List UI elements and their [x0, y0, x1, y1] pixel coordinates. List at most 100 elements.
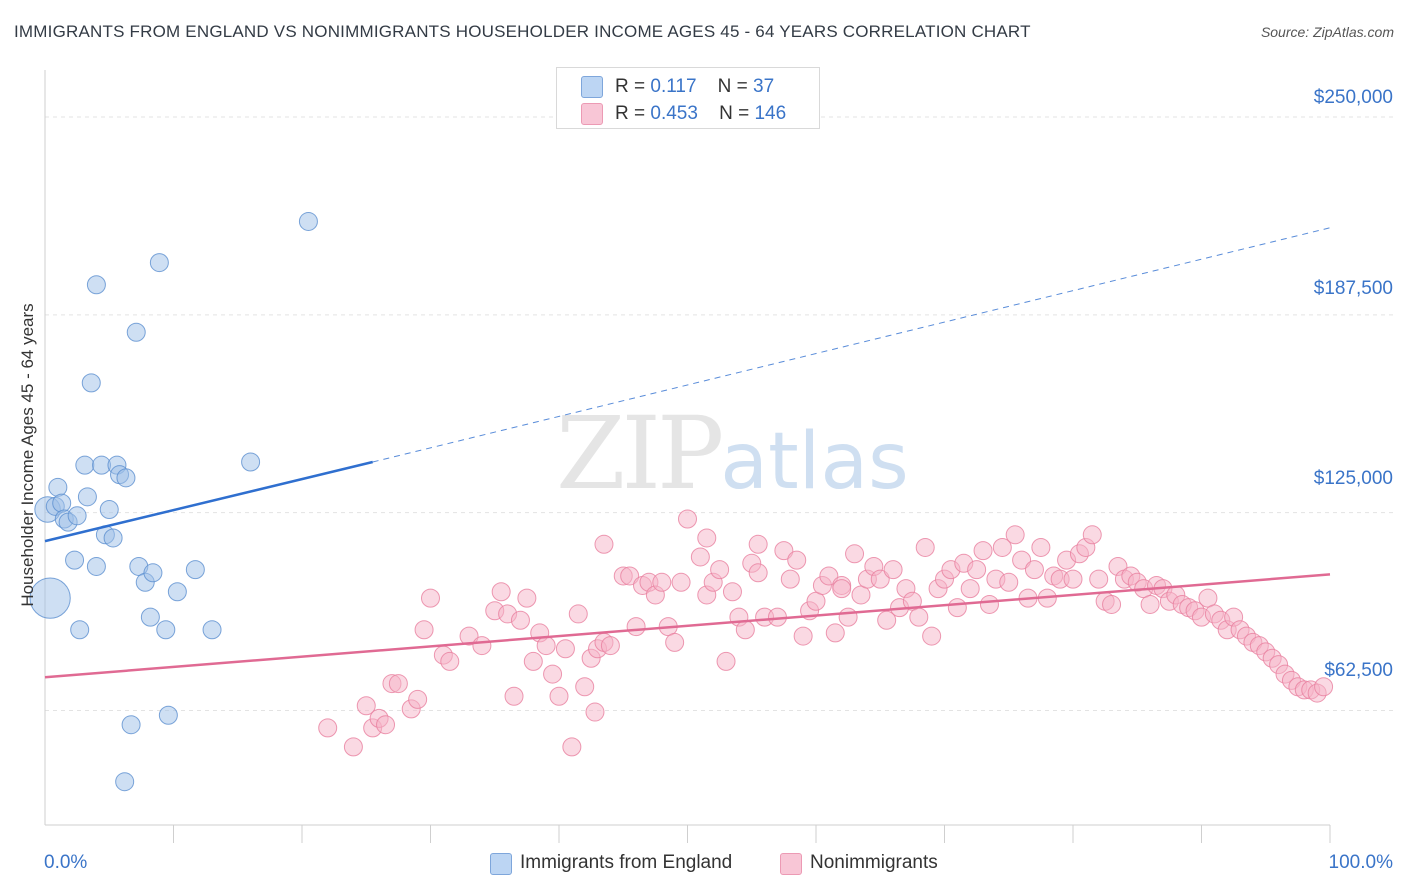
- nonimmigrant-point: [388, 674, 408, 694]
- england-point: [52, 493, 72, 513]
- y-axis-title: Householder Income Ages 45 - 64 years: [18, 303, 37, 607]
- england-point: [77, 487, 97, 507]
- england-point: [70, 620, 90, 640]
- nonimmigrant-point: [652, 572, 672, 592]
- nonimmigrant-point: [1089, 569, 1109, 589]
- nonimmigrant-point: [967, 560, 987, 580]
- england-point: [202, 620, 222, 640]
- nonimmigrant-point: [1005, 525, 1025, 545]
- legend-swatch-nonimmigrants: [780, 853, 802, 875]
- legend-swatch-nonimmigrants: [581, 103, 603, 125]
- nonimmigrant-point: [459, 626, 479, 646]
- nonimmigrant-point: [992, 537, 1012, 557]
- nonimmigrant-point: [594, 534, 614, 554]
- nonimmigrant-point: [585, 702, 605, 722]
- nonimmigrant-point: [710, 560, 730, 580]
- nonimmigrant-point: [1198, 588, 1218, 608]
- nonimmigrant-point: [832, 579, 852, 599]
- nonimmigrant-point: [1031, 537, 1051, 557]
- nonimmigrant-trend-line: [44, 573, 1331, 679]
- legend-n-label: N =: [719, 103, 750, 124]
- nonimmigrant-point: [1140, 594, 1160, 614]
- nonimmigrant-point: [922, 626, 942, 646]
- legend-swatch-england: [490, 853, 512, 875]
- watermark-atlas: atlas: [720, 417, 909, 507]
- england-point: [86, 275, 106, 295]
- nonimmigrant-point: [909, 607, 929, 627]
- nonimmigrant-point: [549, 686, 569, 706]
- legend-n-value-nonimmigrants: 146: [754, 103, 787, 124]
- legend-n-value-england: 37: [753, 76, 775, 97]
- nonimmigrant-point: [690, 547, 710, 567]
- nonimmigrant-point: [722, 582, 742, 602]
- x-tick-label-max: 100.0%: [1328, 852, 1393, 873]
- nonimmigrant-point: [575, 677, 595, 697]
- nonimmigrant-point: [774, 541, 794, 561]
- nonimmigrant-point: [716, 651, 736, 671]
- england-point: [115, 772, 135, 792]
- england-point: [149, 253, 169, 273]
- x-tick-label-min: 0.0%: [44, 852, 88, 873]
- nonimmigrant-point: [780, 569, 800, 589]
- nonimmigrant-point: [915, 537, 935, 557]
- nonimmigrant-point: [517, 588, 537, 608]
- nonimmigrant-point: [806, 591, 826, 611]
- nonimmigrant-point: [620, 566, 640, 586]
- england-point: [99, 499, 119, 519]
- nonimmigrant-point: [973, 541, 993, 561]
- england-trend-extension: [372, 227, 1331, 463]
- nonimmigrant-point: [883, 560, 903, 580]
- nonimmigrant-point: [838, 607, 858, 627]
- nonimmigrant-point: [999, 572, 1019, 592]
- legend-r-label: R =: [615, 103, 646, 124]
- england-point: [103, 528, 123, 548]
- nonimmigrant-point: [665, 632, 685, 652]
- england-point: [185, 560, 205, 580]
- nonimmigrant-point: [960, 579, 980, 599]
- nonimmigrant-point: [543, 664, 563, 684]
- nonimmigrant-point: [318, 718, 338, 738]
- england-point: [121, 715, 141, 735]
- legend-label-nonimmigrants: Nonimmigrants: [810, 852, 938, 873]
- england-point: [140, 607, 160, 627]
- england-point: [241, 452, 261, 472]
- nonimmigrant-point: [440, 651, 460, 671]
- nonimmigrant-point: [671, 572, 691, 592]
- nonimmigrant-point: [1063, 569, 1083, 589]
- nonimmigrant-point: [845, 544, 865, 564]
- nonimmigrant-point: [421, 588, 440, 608]
- correlation-legend: R = 0.117 N = 37 R = 0.453 N = 146: [556, 67, 820, 129]
- nonimmigrant-point: [819, 566, 839, 586]
- england-point: [86, 556, 106, 576]
- watermark: ZIPatlas: [556, 395, 909, 512]
- england-point: [81, 373, 101, 393]
- nonimmigrant-point: [523, 651, 543, 671]
- nonimmigrant-point: [851, 585, 871, 605]
- england-point: [126, 322, 146, 342]
- legend-r-label: R =: [615, 76, 646, 97]
- england-point: [298, 211, 318, 231]
- nonimmigrant-point: [555, 639, 575, 659]
- legend-r-value-nonimmigrants: 0.453: [650, 103, 698, 124]
- nonimmigrant-point: [748, 563, 768, 583]
- watermark-zip: ZIP: [556, 395, 724, 512]
- legend-swatch-england: [581, 76, 603, 98]
- england-point: [116, 468, 136, 488]
- nonimmigrant-point: [947, 598, 967, 618]
- legend-r-value-england: 0.117: [650, 76, 697, 97]
- england-point: [29, 577, 71, 619]
- nonimmigrant-point: [414, 620, 434, 640]
- england-point: [143, 563, 163, 583]
- england-point: [75, 455, 95, 475]
- legend-label-england: Immigrants from England: [520, 852, 733, 873]
- nonimmigrant-point: [562, 737, 582, 757]
- nonimmigrant-point: [1012, 550, 1032, 570]
- england-trend-line: [44, 460, 373, 543]
- nonimmigrant-point: [979, 594, 999, 614]
- y-tick-label-125000: $125,000: [1313, 468, 1393, 489]
- legend-n-label: N =: [717, 76, 748, 97]
- nonimmigrant-point: [793, 626, 813, 646]
- nonimmigrant-point: [343, 737, 363, 757]
- nonimmigrant-point: [1314, 677, 1334, 697]
